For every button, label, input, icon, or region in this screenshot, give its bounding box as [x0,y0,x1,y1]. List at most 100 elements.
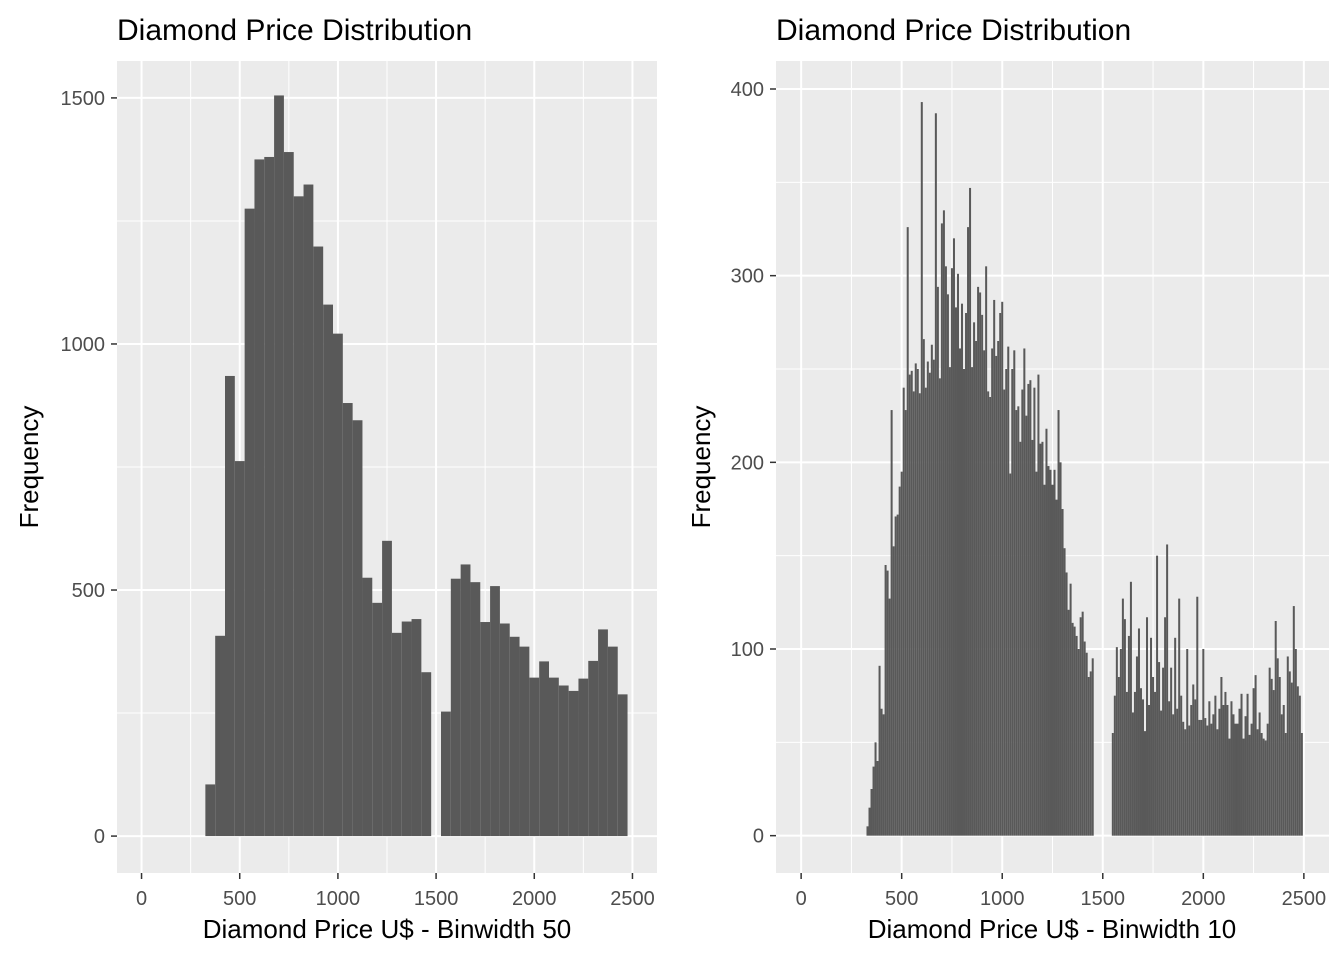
histogram-bar [884,565,887,836]
histogram-bar [1073,626,1076,836]
histogram-bar [1228,738,1231,836]
histogram-bar [1017,406,1020,836]
histogram-bar [1139,688,1142,836]
histogram-bar [1226,705,1229,836]
histogram-bar [1019,441,1022,836]
histogram-bar [1091,658,1094,836]
histogram-bar [588,660,599,837]
histogram-bar [1286,656,1289,836]
histogram-bar [1178,598,1181,836]
histogram-bar [1262,738,1265,836]
histogram-bar [902,387,905,836]
histogram-bar [1079,617,1082,836]
histogram-bar [244,208,255,837]
histogram-bar [1264,740,1267,836]
histogram-bar [922,339,925,836]
histogram-bar [1254,675,1257,836]
histogram-bar [499,623,510,837]
y-tick-label: 500 [72,580,105,602]
y-tick-label: 0 [753,826,764,848]
x-tick-label: 2500 [1282,888,1327,910]
histogram-bar [303,184,314,837]
histogram-bar [967,227,970,836]
histogram-bar [1216,729,1219,836]
histogram-bar [1146,617,1149,836]
histogram-bar [956,273,959,836]
histogram-bar [1276,658,1279,836]
histogram-bar [908,374,911,836]
histogram-bar [1290,682,1293,836]
histogram-bar [1041,441,1044,836]
y-axis-ticks: 0 500 1000 1500 [61,88,117,848]
histogram-bar [1186,649,1189,836]
histogram-bar [617,694,628,837]
histogram-bar [950,268,953,836]
histogram-bar [1013,350,1016,836]
histogram-bar [529,677,540,837]
histogram-bar [888,598,891,836]
histogram-bar [900,471,903,836]
histogram-bar [1113,695,1116,836]
histogram-bar [1196,596,1199,836]
histogram-bar [1135,656,1138,836]
histogram-bar [1214,695,1217,836]
histogram-bar [944,266,947,836]
histogram-bar [938,378,941,836]
histogram-bar [971,367,974,836]
histogram-bar [1182,721,1185,836]
histogram-bar [1115,647,1118,836]
histogram-bar [916,369,919,836]
histogram-bar [323,304,333,837]
histogram-bar [1270,678,1273,836]
y-axis-label: Frequency [14,406,44,529]
histogram-bar [997,341,1000,836]
histogram-bar [1278,677,1281,836]
histogram-bar [1206,725,1209,836]
y-tick-label: 200 [731,452,764,474]
y-tick-label: 1500 [61,88,106,110]
histogram-bar [1033,387,1036,836]
histogram-bar [421,672,432,837]
histogram-bar [215,635,225,837]
histogram-bar [568,690,579,837]
histogram-bar [1089,671,1092,836]
histogram-bars [866,102,1303,836]
histogram-bar [1085,652,1088,836]
histogram-bar [892,546,895,836]
histogram-bar [1011,369,1014,836]
x-tick-label: 1000 [316,888,361,910]
histogram-bar [1123,619,1126,836]
histogram-bar [882,714,885,836]
x-axis-ticks: 0 500 1000 1500 2000 2500 [796,873,1327,910]
histogram-bar [912,391,915,836]
histogram-bar [985,266,988,836]
histogram-bar [441,711,451,837]
histogram-bar [205,784,216,837]
histogram-bar [920,102,923,836]
histogram-bar [932,359,935,836]
histogram-bar [1166,544,1169,836]
histogram-bar [264,156,275,837]
histogram-bar [979,292,982,836]
histogram-bar [1150,637,1153,836]
histogram-bar [910,370,913,836]
histogram-bar [1117,677,1120,836]
histogram-bar [870,789,873,836]
histogram-bar [1111,733,1114,836]
histogram-bar [1037,374,1040,836]
histogram-bar [1131,712,1134,836]
histogram-bar [1059,462,1062,836]
histogram-bar [470,582,481,837]
y-tick-label: 0 [94,826,105,848]
histogram-bar [1021,389,1024,836]
histogram-bar [1047,466,1050,836]
histogram-bar [1200,719,1203,836]
histogram-bar [969,187,972,836]
histogram-bar [313,246,324,837]
histogram-bar [1246,693,1249,836]
histogram-bar [539,661,549,837]
x-tick-label: 1000 [980,888,1025,910]
histogram-bar [1240,693,1243,836]
histogram-bar [382,540,392,837]
histogram-bar [362,577,373,837]
